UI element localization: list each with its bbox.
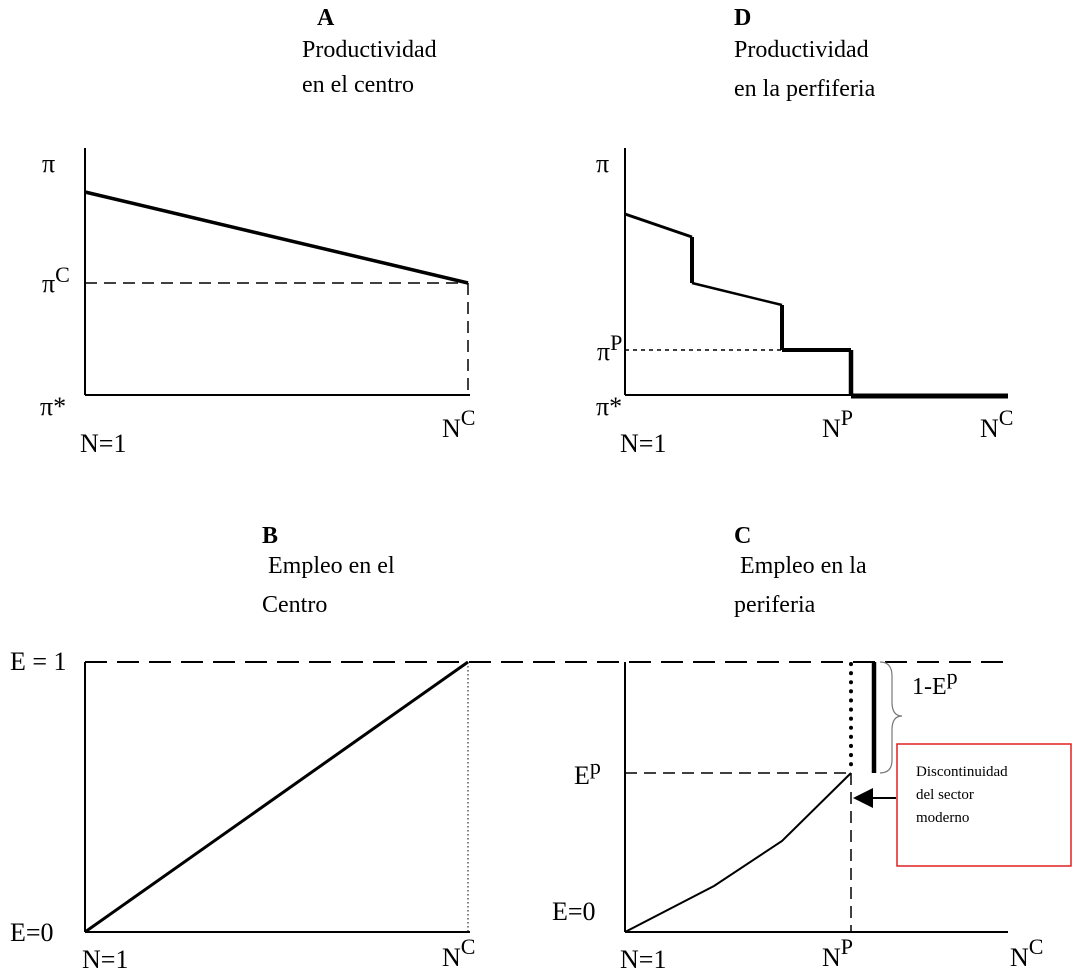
- panel-d-letter: D: [734, 5, 751, 31]
- panel-c-e0-label: E=0: [552, 897, 596, 926]
- panel-a-n1-label: N=1: [80, 429, 126, 458]
- annotation-line1: Discontinuidad: [916, 764, 1008, 780]
- panel-c-title-line2: periferia: [734, 592, 816, 618]
- panel-c-annotation-box: [896, 743, 1072, 867]
- panel-c-graph: 1-Ep Ep E=0 N=1 NP NC Discontinuidad del…: [552, 661, 1072, 974]
- panel-a-title-line1: Productividad: [302, 37, 437, 63]
- panel-a-title: A Productividad en el centro: [302, 5, 437, 98]
- panel-b-title: B Empleo en el Centro: [262, 523, 395, 618]
- panel-a-pi-star-label: π*: [40, 392, 66, 421]
- panel-c-title: C Empleo en la periferia: [734, 523, 867, 618]
- panel-b-employment-line: [84, 660, 469, 934]
- panel-c-title-line1: Empleo en la: [734, 553, 867, 579]
- annotation-line2: del sector: [916, 787, 974, 803]
- panel-b-graph: E = 1 E=0 N=1 NC: [10, 647, 475, 974]
- panel-b-nc-label: NC: [442, 934, 475, 972]
- panel-d-title-line1: Productividad: [734, 37, 869, 63]
- panel-b-title-line2: Centro: [262, 592, 327, 618]
- panel-b-e0-label: E=0: [10, 918, 54, 947]
- panel-b-e1-label: E = 1: [10, 647, 67, 676]
- panel-d-graph: π πP π* N=1 NP NC: [596, 148, 1013, 458]
- panel-a-productivity-curve: [84, 190, 469, 285]
- panel-d-curve-seg2: [691, 281, 783, 307]
- panel-d-curve-seg1: [624, 212, 693, 239]
- panel-c-n1-label: N=1: [620, 945, 666, 974]
- panel-c-nc-label: NC: [1010, 934, 1043, 972]
- panel-a-graph: π πC π* N=1 NC: [40, 148, 475, 458]
- panel-c-brace: [879, 661, 903, 774]
- panel-c-ep-label: Ep: [574, 754, 601, 790]
- panel-a-pi-c-label: πC: [42, 262, 70, 298]
- panel-d-title: D Productividad en la perfiferia: [734, 5, 876, 102]
- panel-d-nc-label: NC: [980, 405, 1013, 443]
- panel-c-one-minus-ep-label: 1-Ep: [912, 664, 958, 700]
- panel-a-title-line2: en el centro: [302, 72, 414, 98]
- panel-a-nc-label: NC: [442, 405, 475, 443]
- panel-d-title-line2: en la perfiferia: [734, 76, 876, 102]
- panel-c-employment-curve: [624, 772, 852, 933]
- panel-d-pi-label: π: [596, 149, 609, 178]
- panel-b-letter: B: [262, 523, 278, 549]
- panel-b-n1-label: N=1: [82, 945, 128, 974]
- panel-c-np-label: NP: [822, 934, 853, 972]
- annotation-line3: moderno: [916, 810, 969, 826]
- panel-c-letter: C: [734, 523, 751, 549]
- panel-d-pi-p-label: πP: [597, 330, 622, 366]
- panel-d-np-label: NP: [822, 405, 853, 443]
- panel-d-n1-label: N=1: [620, 429, 666, 458]
- panel-d-pi-star-label: π*: [596, 392, 622, 421]
- panel-a-letter: A: [317, 5, 335, 31]
- panel-b-title-line1: Empleo en el: [262, 553, 395, 579]
- panel-a-pi-label: π: [42, 149, 55, 178]
